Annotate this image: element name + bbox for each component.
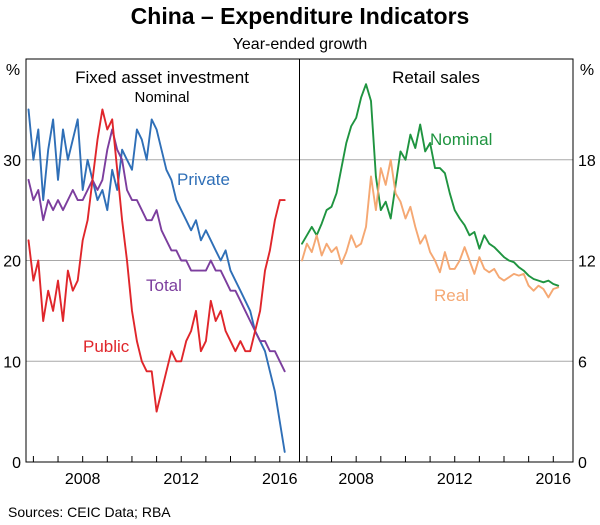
label-total: Total (146, 276, 182, 295)
series-line-total-left (27, 128, 286, 373)
label-real: Real (434, 286, 469, 305)
series-line-private-left (27, 108, 286, 453)
right-panel-title: Retail sales (392, 68, 480, 87)
right-x-tick-label: 2012 (437, 471, 473, 488)
left-x-tick-label: 2016 (262, 471, 298, 488)
chart-title: China – Expenditure Indicators (131, 3, 470, 29)
right-x-tick-label: 2016 (535, 471, 571, 488)
series-line-public-left (27, 108, 286, 413)
chart-subtitle: Year-ended growth (233, 36, 368, 53)
left-x-tick-label: 2012 (163, 471, 199, 488)
left-y-unit: % (6, 62, 20, 79)
right-y-tick-label: 18 (578, 153, 596, 170)
gridlines (26, 159, 573, 362)
right-y-tick-label: 12 (578, 254, 596, 271)
label-nominal: Nominal (430, 130, 492, 149)
right-y-tick-label: 0 (578, 455, 587, 472)
right-y-tick-label: 6 (578, 354, 587, 371)
series-line-nominal-right (301, 83, 560, 287)
left-y-tick-label: 0 (12, 455, 21, 472)
series-line-real-right (301, 158, 560, 299)
label-public: Public (83, 337, 130, 356)
right-y-unit: % (580, 62, 594, 79)
source-note: Sources: CEIC Data; RBA (8, 504, 171, 520)
left-y-tick-label: 30 (3, 153, 21, 170)
left-panel-title: Fixed asset investment (75, 68, 249, 87)
left-x-tick-label: 2008 (65, 471, 101, 488)
axes: 0 10 20 30 2008 2012 2016 0 6 12 18 2008 2012 2016 (3, 153, 596, 488)
left-panel-subtitle: Nominal (134, 89, 189, 106)
label-private: Private (177, 170, 230, 189)
right-x-tick-label: 2008 (338, 471, 374, 488)
left-y-tick-label: 10 (3, 354, 21, 371)
left-y-tick-label: 20 (3, 254, 21, 271)
series-lines (27, 83, 560, 453)
